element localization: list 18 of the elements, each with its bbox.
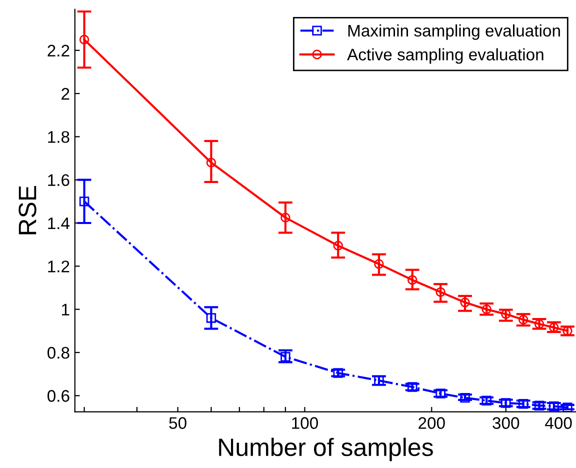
x-tick-label: 50 [169, 417, 186, 429]
y-tick-label: 2.2 [48, 44, 70, 56]
x-tick-label: 300 [492, 417, 520, 429]
legend-label: Active sampling evaluation [347, 48, 544, 64]
y-tick-label: 0.6 [48, 390, 70, 402]
legend-label: Maximin sampling evaluation [348, 24, 560, 40]
x-tick-label: 200 [418, 417, 445, 429]
x-tick-label: 100 [292, 417, 318, 429]
y-axis-title: RSE [18, 186, 36, 234]
y-tick-label: 1.2 [48, 260, 70, 272]
y-tick-label: 2 [62, 88, 70, 100]
y-tick-label: 1.8 [48, 131, 70, 143]
x-axis-title: Number of samples [219, 438, 433, 462]
y-tick-label: 0.8 [48, 346, 70, 359]
y-tick-label: 1 [62, 304, 70, 316]
y-tick-label: 1.4 [48, 218, 70, 230]
y-tick-label: 1.6 [48, 174, 70, 186]
x-tick-label: 400 [545, 417, 572, 429]
